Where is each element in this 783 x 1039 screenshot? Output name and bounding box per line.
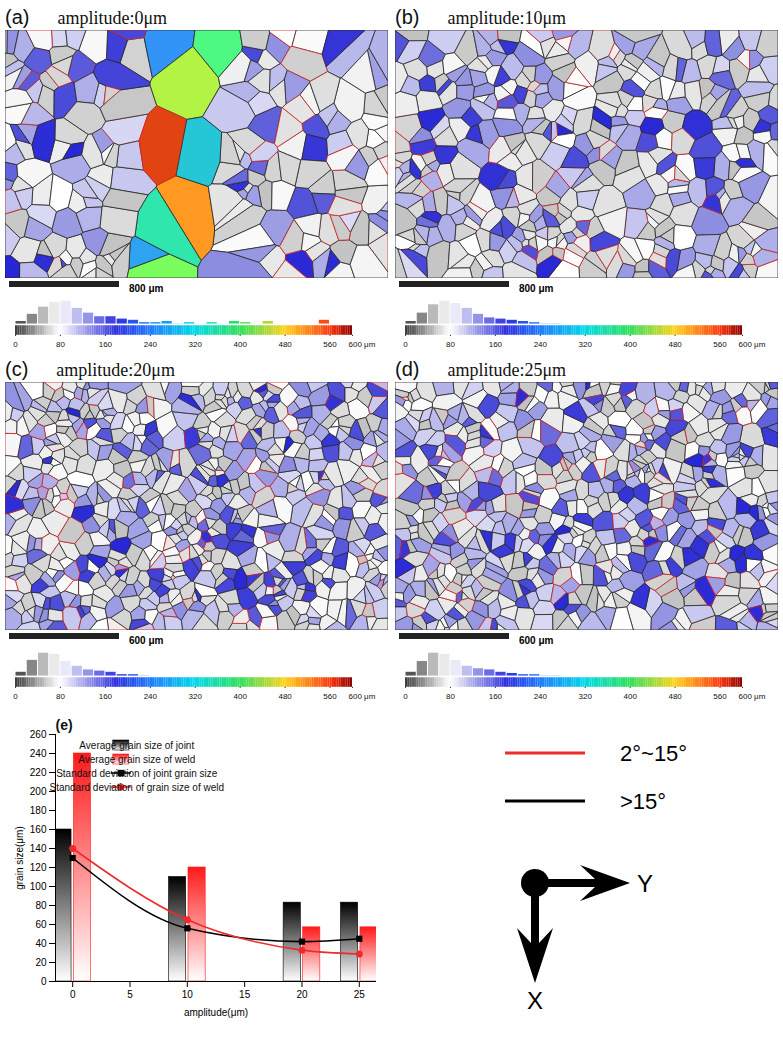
svg-text:600 μm: 600 μm [349,340,376,349]
svg-text:40: 40 [35,938,47,949]
html-text:(c): (c) [5,358,29,380]
svg-text:120: 120 [30,862,47,873]
svg-text:5: 5 [127,989,133,1000]
html-text:amplitude:25μm: amplitude:25μm [447,360,567,380]
svg-text:560: 560 [323,692,337,701]
svg-text:grain size(μm): grain size(μm) [14,826,25,890]
svg-text:600 μm: 600 μm [739,692,766,701]
svg-text:Y: Y [637,870,653,897]
html-text:(a): (a) [5,6,30,28]
svg-text:25: 25 [354,989,366,1000]
svg-text:Standard deviation of joint gr: Standard deviation of joint grain size [56,768,218,779]
svg-text:Standard deviation of grain si: Standard deviation of grain size of weld [49,782,224,793]
svg-text:0: 0 [41,976,47,987]
svg-text:0: 0 [403,692,408,701]
svg-text:80: 80 [446,692,455,701]
svg-text:600 μm: 600 μm [739,340,766,349]
svg-text:400: 400 [623,340,637,349]
svg-text:800 μm: 800 μm [519,283,554,294]
svg-text:560: 560 [713,340,727,349]
svg-text:0: 0 [13,340,18,349]
svg-text:140: 140 [30,843,47,854]
svg-text:160: 160 [99,692,113,701]
svg-text:240: 240 [534,692,548,701]
svg-text:X: X [527,987,543,1014]
svg-text:240: 240 [534,340,548,349]
svg-text:180: 180 [30,805,47,816]
svg-text:200: 200 [30,786,47,797]
html-text:(d): (d) [395,358,420,380]
svg-text:400: 400 [233,340,247,349]
html-text:(b): (b) [395,6,420,28]
svg-text:160: 160 [489,340,503,349]
svg-text:220: 220 [30,767,47,778]
svg-text:80: 80 [446,340,455,349]
svg-text:>15°: >15° [620,789,666,814]
svg-text:480: 480 [278,340,292,349]
svg-text:Average grain size of weld: Average grain size of weld [78,754,195,765]
svg-text:(e): (e) [56,717,73,733]
svg-text:0: 0 [13,692,18,701]
svg-text:240: 240 [30,748,47,759]
svg-text:260: 260 [30,729,47,740]
svg-text:20: 20 [35,957,47,968]
svg-text:80: 80 [35,900,47,911]
svg-text:20: 20 [296,989,308,1000]
svg-text:Average grain size of joint: Average grain size of joint [79,740,194,751]
svg-text:400: 400 [233,692,247,701]
svg-text:320: 320 [189,692,203,701]
svg-text:100: 100 [30,881,47,892]
svg-text:480: 480 [668,692,682,701]
html-text:amplitude:0μm: amplitude:0μm [57,8,168,28]
svg-text:400: 400 [623,692,637,701]
svg-text:320: 320 [189,340,203,349]
svg-text:80: 80 [56,692,65,701]
svg-text:480: 480 [668,340,682,349]
html-text:amplitude:20μm: amplitude:20μm [56,360,175,380]
html-text:amplitude:10μm: amplitude:10μm [447,8,567,28]
svg-text:240: 240 [144,340,158,349]
svg-text:amplitude(μm): amplitude(μm) [184,1007,248,1018]
svg-text:240: 240 [144,692,158,701]
svg-text:560: 560 [323,340,337,349]
svg-text:480: 480 [278,692,292,701]
svg-text:800 μm: 800 μm [129,283,164,294]
svg-text:2°~15°: 2°~15° [620,741,687,766]
svg-text:160: 160 [99,340,113,349]
svg-text:0: 0 [70,989,76,1000]
svg-text:320: 320 [579,692,593,701]
svg-text:160: 160 [30,824,47,835]
svg-text:10: 10 [182,989,194,1000]
svg-text:560: 560 [713,692,727,701]
svg-text:600 μm: 600 μm [519,635,554,646]
svg-text:80: 80 [56,340,65,349]
svg-text:320: 320 [579,340,593,349]
svg-text:160: 160 [489,692,503,701]
svg-text:600 μm: 600 μm [349,692,376,701]
svg-text:60: 60 [35,919,47,930]
svg-text:15: 15 [239,989,251,1000]
svg-text:600 μm: 600 μm [129,635,164,646]
svg-text:0: 0 [403,340,408,349]
